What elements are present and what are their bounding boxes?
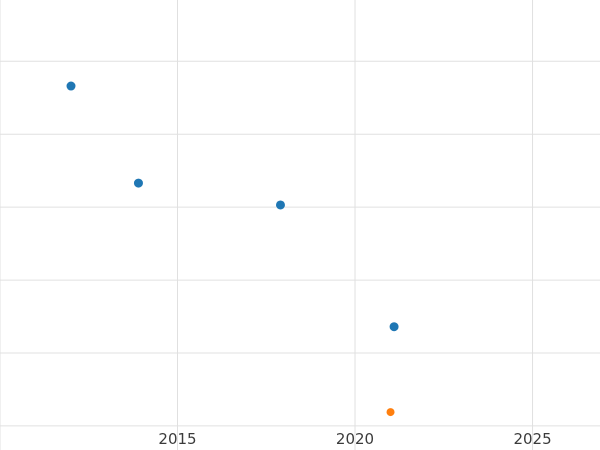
blue-series-point [389, 322, 399, 332]
blue-series-point [66, 81, 76, 91]
blue-series-point [133, 178, 143, 188]
x-tick-label: 2015 [158, 430, 196, 448]
orange-series-point [386, 408, 395, 417]
x-axis-tick-labels: 2015 2020 2025 [158, 430, 551, 448]
x-tick-label: 2020 [336, 430, 374, 448]
x-tick-label: 2025 [513, 430, 551, 448]
data-points [66, 81, 399, 417]
blue-series-point [275, 200, 285, 210]
